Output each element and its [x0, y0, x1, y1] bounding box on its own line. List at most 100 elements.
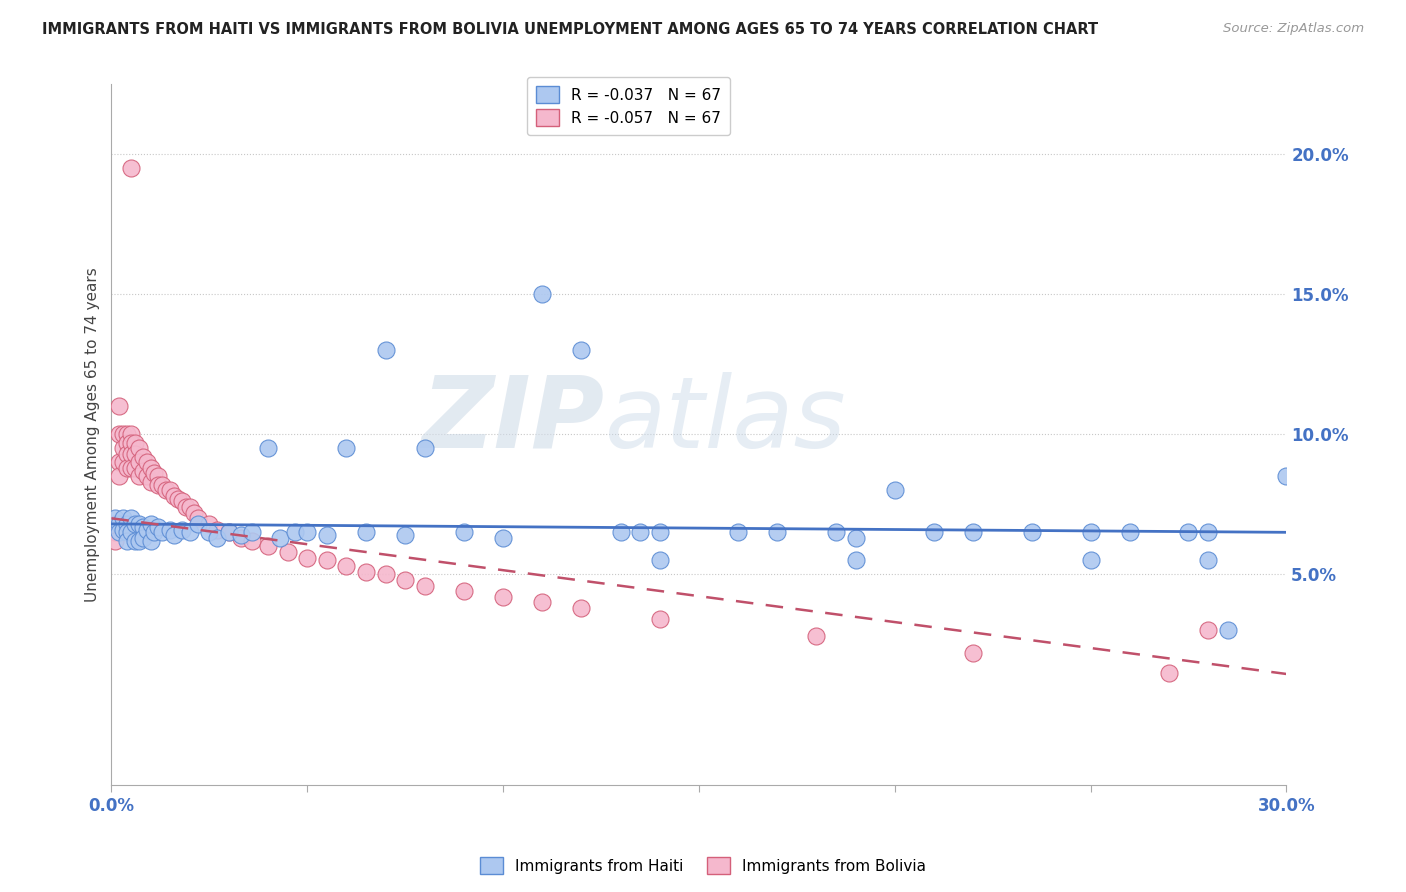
Point	[128, 455, 150, 469]
Point	[531, 286, 554, 301]
Point	[148, 469, 170, 483]
Point	[218, 525, 240, 540]
Point	[120, 161, 142, 175]
Point	[174, 500, 197, 514]
Point	[806, 629, 828, 643]
Point	[135, 469, 157, 483]
Point	[135, 523, 157, 537]
Point	[205, 523, 228, 537]
Point	[187, 516, 209, 531]
Point	[453, 584, 475, 599]
Point	[297, 550, 319, 565]
Point	[766, 525, 789, 540]
Point	[120, 427, 142, 442]
Point	[198, 516, 221, 531]
Point	[242, 525, 264, 540]
Point	[628, 525, 651, 540]
Point	[257, 539, 280, 553]
Point	[825, 525, 848, 540]
Point	[284, 525, 307, 540]
Point	[335, 559, 357, 574]
Point	[257, 441, 280, 455]
Point	[128, 469, 150, 483]
Point	[269, 531, 291, 545]
Point	[163, 489, 186, 503]
Point	[962, 525, 984, 540]
Point	[648, 612, 671, 626]
Point	[163, 528, 186, 542]
Point	[609, 525, 631, 540]
Point	[135, 455, 157, 469]
Point	[108, 516, 131, 531]
Point	[394, 573, 416, 587]
Text: atlas: atlas	[605, 372, 846, 468]
Point	[108, 427, 131, 442]
Point	[229, 531, 252, 545]
Point	[315, 528, 337, 542]
Point	[128, 441, 150, 455]
Point	[569, 343, 592, 357]
Point	[277, 545, 299, 559]
Point	[128, 533, 150, 548]
Point	[115, 447, 138, 461]
Point	[183, 506, 205, 520]
Point	[104, 533, 127, 548]
Point	[150, 525, 173, 540]
Point	[124, 516, 146, 531]
Point	[315, 553, 337, 567]
Point	[648, 553, 671, 567]
Text: IMMIGRANTS FROM HAITI VS IMMIGRANTS FROM BOLIVIA UNEMPLOYMENT AMONG AGES 65 TO 7: IMMIGRANTS FROM HAITI VS IMMIGRANTS FROM…	[42, 22, 1098, 37]
Point	[1021, 525, 1043, 540]
Point	[413, 441, 436, 455]
Point	[132, 464, 155, 478]
Point	[120, 460, 142, 475]
Point	[187, 511, 209, 525]
Point	[115, 525, 138, 540]
Point	[132, 519, 155, 533]
Point	[218, 525, 240, 540]
Point	[108, 399, 131, 413]
Point	[115, 516, 138, 531]
Point	[844, 531, 866, 545]
Point	[374, 567, 396, 582]
Legend: R = -0.037   N = 67, R = -0.057   N = 67: R = -0.037 N = 67, R = -0.057 N = 67	[527, 77, 730, 135]
Point	[120, 525, 142, 540]
Point	[112, 511, 135, 525]
Text: ZIP: ZIP	[422, 372, 605, 468]
Point	[104, 511, 127, 525]
Point	[120, 511, 142, 525]
Point	[170, 494, 193, 508]
Point	[492, 531, 515, 545]
Point	[205, 531, 228, 545]
Point	[297, 525, 319, 540]
Point	[413, 579, 436, 593]
Point	[132, 531, 155, 545]
Point	[170, 523, 193, 537]
Point	[883, 483, 905, 498]
Text: Source: ZipAtlas.com: Source: ZipAtlas.com	[1223, 22, 1364, 36]
Point	[1216, 624, 1239, 638]
Point	[962, 646, 984, 660]
Point	[112, 441, 135, 455]
Point	[104, 516, 127, 531]
Point	[1197, 624, 1219, 638]
Point	[128, 516, 150, 531]
Point	[115, 427, 138, 442]
Point	[115, 460, 138, 475]
Point	[108, 525, 131, 540]
Point	[492, 590, 515, 604]
Point	[104, 525, 127, 540]
Point	[1177, 525, 1199, 540]
Point	[115, 533, 138, 548]
Point	[648, 525, 671, 540]
Point	[120, 447, 142, 461]
Point	[143, 467, 166, 481]
Point	[139, 516, 162, 531]
Point	[150, 477, 173, 491]
Point	[569, 601, 592, 615]
Point	[132, 450, 155, 464]
Point	[1080, 525, 1102, 540]
Point	[1197, 525, 1219, 540]
Point	[139, 533, 162, 548]
Point	[124, 435, 146, 450]
